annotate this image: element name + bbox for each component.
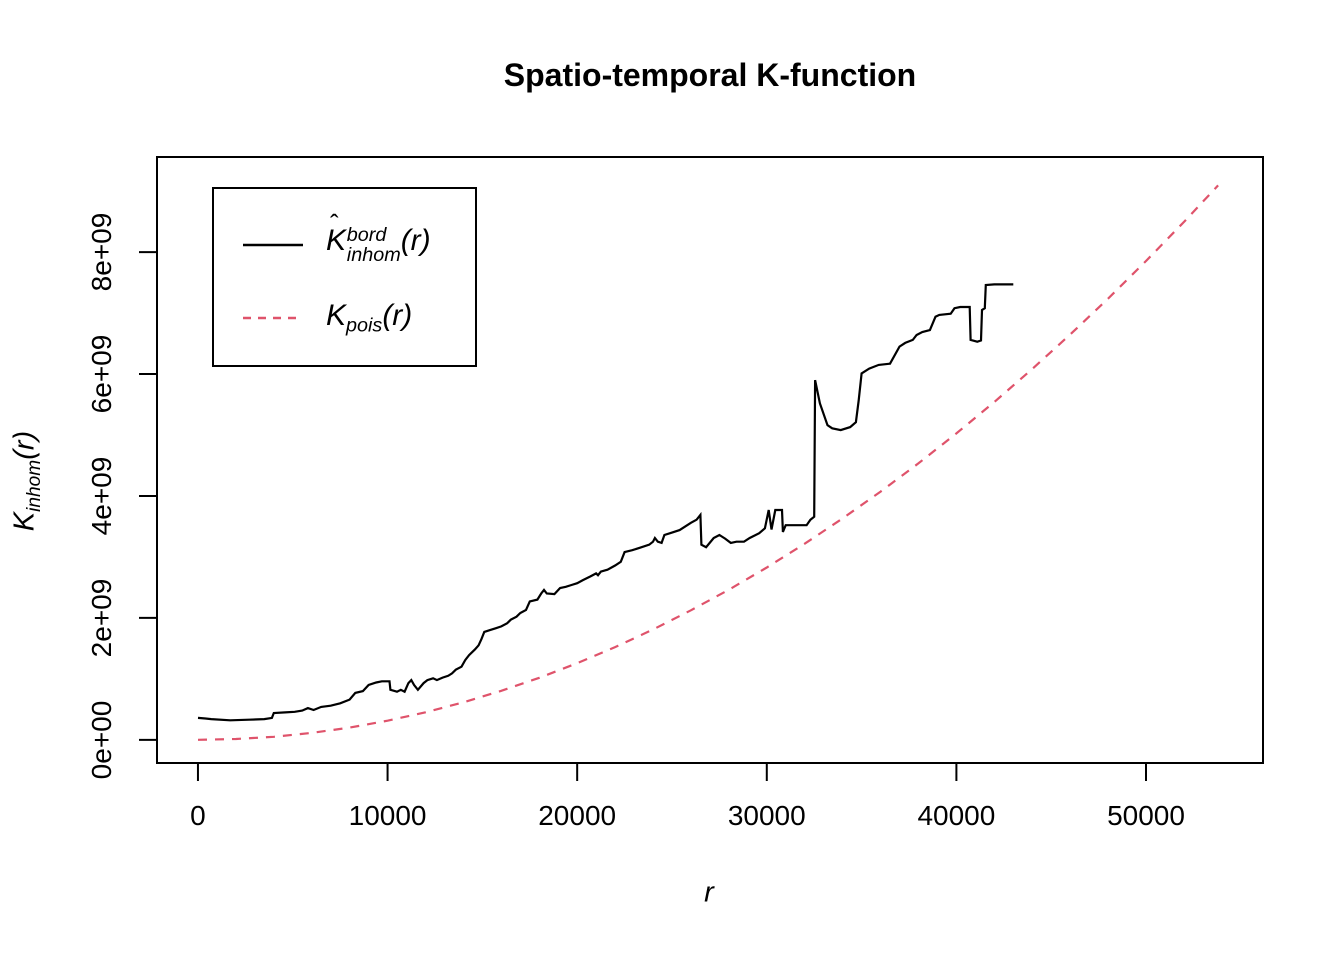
chart-title: Spatio-temporal K-function (503, 57, 917, 93)
y-axis-title-arg: (r) (8, 430, 41, 460)
series-K-inhom-border-estimate (197, 283, 1014, 722)
y-tick-label: 4e+09 (86, 456, 117, 536)
arg-r: (r) (382, 298, 413, 332)
x-tick-label: 10000 (348, 800, 427, 831)
arg-r: (r) (400, 224, 431, 258)
x-axis-title: r (704, 876, 714, 909)
series-K-poisson-theoretical (197, 184, 1219, 741)
subscript-pois: pois (346, 314, 383, 337)
supsub-stack: bord inhom (346, 224, 401, 266)
y-tick-label: 8e+09 (86, 212, 117, 292)
legend-solid-line-swatch (243, 243, 303, 246)
y-axis-title-base: K (8, 511, 41, 532)
hat-accent: ˆ (330, 210, 339, 239)
subscript-inhom: inhom (346, 243, 401, 266)
x-tick-label: 40000 (917, 800, 996, 831)
y-tick-label: 0e+00 (86, 700, 117, 780)
legend-label-k-pois: Kpois(r) (326, 298, 413, 337)
superscript-bord: bord (346, 224, 387, 247)
x-tick-label: 30000 (727, 800, 806, 831)
x-tick-label: 20000 (538, 800, 617, 831)
x-tick-label: 0 (190, 800, 206, 831)
legend-dashed-line-swatch (243, 317, 303, 320)
x-tick-label: 50000 (1107, 800, 1185, 831)
y-tick-label: 6e+09 (86, 334, 117, 414)
y-axis-title: Kinhom(r) (8, 431, 46, 531)
legend-item-k-pois: Kpois(r) (242, 299, 475, 338)
y-axis-title-subscript: inhom (23, 459, 45, 512)
plot-border (156, 156, 1264, 764)
y-tick-label: 2e+09 (86, 578, 117, 658)
